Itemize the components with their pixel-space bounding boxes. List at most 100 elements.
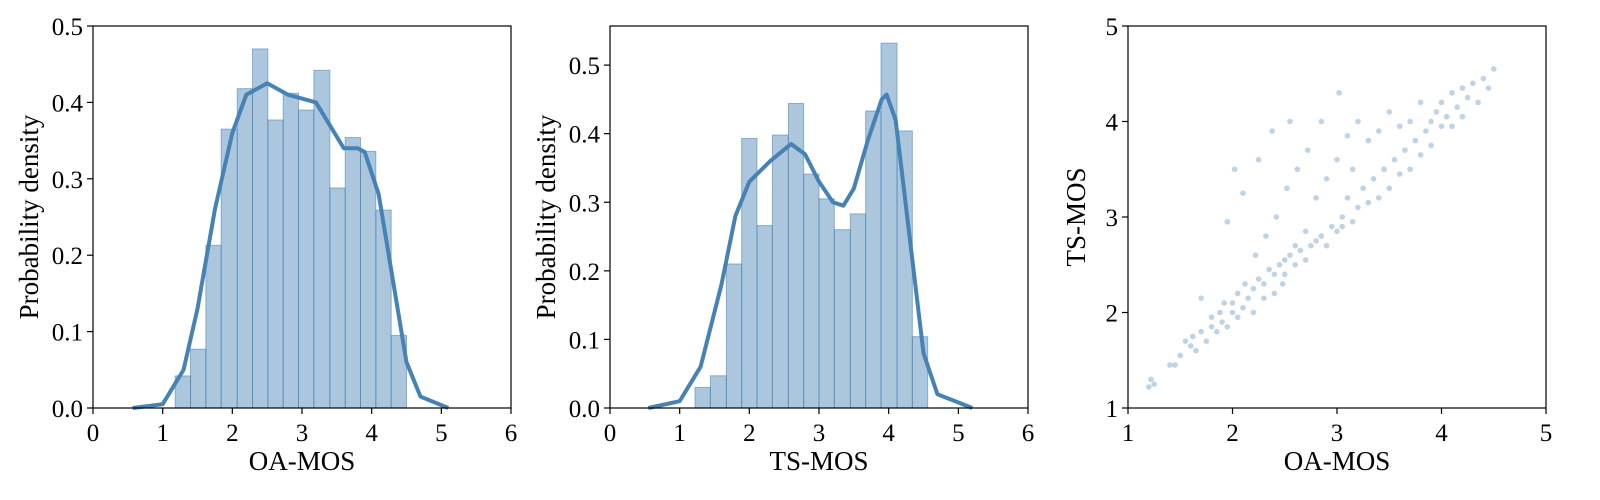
bar <box>896 130 913 409</box>
point <box>1177 352 1184 359</box>
point <box>1402 147 1408 153</box>
point <box>1234 314 1241 321</box>
point <box>1360 185 1366 192</box>
bar <box>818 198 835 409</box>
point <box>1412 137 1419 144</box>
point <box>1240 304 1246 311</box>
point <box>1208 324 1215 330</box>
x-tick-label: 1 <box>1122 420 1135 447</box>
y-tick-label: 0.1 <box>52 320 83 347</box>
point <box>1428 142 1434 149</box>
point <box>1242 281 1248 287</box>
point <box>1428 118 1434 125</box>
point <box>1313 195 1319 201</box>
point <box>1261 281 1267 287</box>
x-tick-label: 2 <box>1226 420 1239 447</box>
point <box>1221 300 1227 306</box>
y-tick-label: 0.1 <box>569 327 600 354</box>
x-tick-label: 3 <box>296 420 309 447</box>
y-tick-label: 3 <box>1106 205 1119 232</box>
point <box>1292 242 1298 249</box>
point <box>1229 300 1236 306</box>
point <box>1417 99 1424 106</box>
y-tick-label: 0.3 <box>52 167 83 194</box>
point <box>1281 271 1288 278</box>
point <box>1217 309 1223 316</box>
point <box>1273 214 1280 220</box>
point <box>1386 109 1393 115</box>
x-tick-label: 5 <box>952 420 965 447</box>
point <box>1386 185 1393 192</box>
point <box>1252 252 1259 258</box>
x-tick-label: 4 <box>1435 420 1448 447</box>
axes-frame <box>1127 25 1547 409</box>
x-tick-label: 1 <box>673 420 686 447</box>
point <box>1294 166 1301 173</box>
point <box>1355 204 1361 211</box>
bar <box>205 244 222 409</box>
point <box>1219 319 1225 325</box>
point <box>1365 137 1372 144</box>
point <box>1263 233 1269 239</box>
x-tick-label: 1 <box>156 420 169 447</box>
point <box>1281 257 1288 263</box>
point <box>1284 185 1290 192</box>
point <box>1470 80 1476 87</box>
bar <box>360 150 377 409</box>
bar <box>709 375 727 409</box>
point <box>1287 118 1293 125</box>
y-axis-label: Probability density <box>531 114 561 319</box>
point <box>1255 276 1262 282</box>
point <box>1187 343 1194 349</box>
point <box>1182 338 1189 344</box>
y-tick-label: 0.3 <box>569 190 600 217</box>
point <box>1308 242 1314 249</box>
point <box>1376 195 1382 201</box>
point <box>1336 90 1342 96</box>
point <box>1193 347 1199 354</box>
bar <box>329 187 346 409</box>
point <box>1172 362 1178 368</box>
x-tick-label: 3 <box>1331 420 1344 447</box>
point <box>1381 166 1387 173</box>
point <box>1349 218 1356 225</box>
point <box>1151 381 1157 387</box>
y-axis-label: Probability density <box>14 114 44 319</box>
point <box>1323 242 1330 249</box>
y-tick-label: 0.2 <box>52 243 83 270</box>
y-tick-label: 1 <box>1106 396 1119 423</box>
point <box>1167 362 1173 368</box>
point <box>1355 118 1361 125</box>
bar <box>725 263 743 409</box>
point <box>1269 128 1276 134</box>
point <box>1189 333 1196 340</box>
y-tick-label: 0.4 <box>52 90 84 117</box>
point <box>1255 156 1262 163</box>
point <box>1198 328 1204 335</box>
bar <box>694 386 711 409</box>
point <box>1148 376 1154 383</box>
point <box>1214 328 1220 335</box>
point <box>1396 171 1403 177</box>
point <box>1339 223 1346 230</box>
point <box>1318 118 1325 125</box>
point <box>1438 123 1445 130</box>
point <box>1271 271 1278 278</box>
point <box>1334 228 1340 235</box>
x-axis-label: OA-MOS <box>1284 446 1391 476</box>
point <box>1224 324 1231 330</box>
point <box>1203 338 1210 344</box>
point <box>1261 295 1267 301</box>
x-axis-label: OA-MOS <box>249 446 356 476</box>
y-tick-label: 2 <box>1106 301 1119 328</box>
x-tick-label: 4 <box>882 420 895 447</box>
point <box>1276 261 1283 268</box>
x-axis-label: TS-MOS <box>769 446 868 476</box>
bar <box>190 348 207 409</box>
point <box>1407 118 1413 125</box>
bar <box>298 109 315 409</box>
x-tick-label: 2 <box>226 420 239 447</box>
point <box>1250 285 1257 292</box>
y-tick-label: 0.5 <box>569 53 600 80</box>
